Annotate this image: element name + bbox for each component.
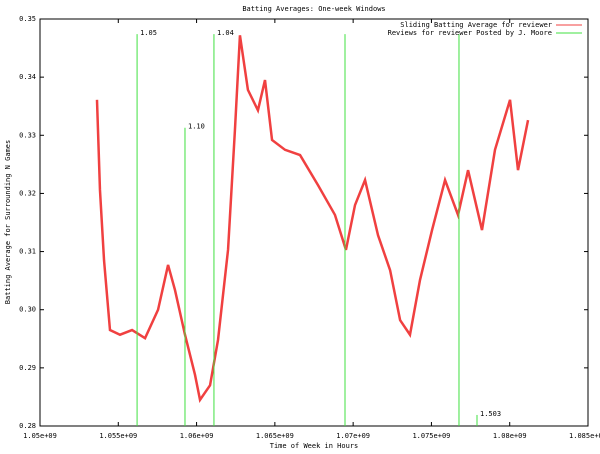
- x-tick-label: 1.07e+09: [336, 432, 370, 440]
- legend-label: Sliding Batting Average for reviewer: [400, 21, 552, 29]
- y-tick-label: 0.33: [19, 131, 36, 139]
- legend-label: Reviews for reviewer Posted by J. Moore: [388, 29, 552, 37]
- y-tick-label: 0.32: [19, 189, 36, 197]
- y-tick-label: 0.35: [19, 15, 36, 23]
- average-line: [95, 35, 530, 403]
- review-label: 1.04: [217, 29, 234, 37]
- x-tick-label: 1.085e+09: [569, 432, 600, 440]
- y-tick-label: 0.30: [19, 306, 36, 314]
- x-tick-label: 1.075e+09: [412, 432, 450, 440]
- y-tick-label: 0.34: [19, 73, 36, 81]
- plot-frame: [39, 18, 589, 427]
- x-axis-label: Time of Week in Hours: [270, 442, 359, 450]
- x-tick-label: 1.06e+09: [180, 432, 214, 440]
- review-label: 1.05: [140, 29, 157, 37]
- x-tick-label: 1.055e+09: [99, 432, 137, 440]
- y-tick-label: 0.31: [19, 248, 36, 256]
- x-tick-label: 1.065e+09: [256, 432, 294, 440]
- x-tick-label: 1.05e+09: [23, 432, 57, 440]
- x-tick-label: 1.08e+09: [493, 432, 527, 440]
- review-label: 1.10: [188, 123, 205, 131]
- y-axis-label: Batting Average for Surrounding N Games: [4, 140, 12, 304]
- chart-title: Batting Averages: One-week Windows: [242, 5, 385, 13]
- y-tick-label: 0.28: [19, 422, 36, 430]
- review-label: 1.503: [480, 410, 501, 418]
- y-tick-label: 0.29: [19, 364, 36, 372]
